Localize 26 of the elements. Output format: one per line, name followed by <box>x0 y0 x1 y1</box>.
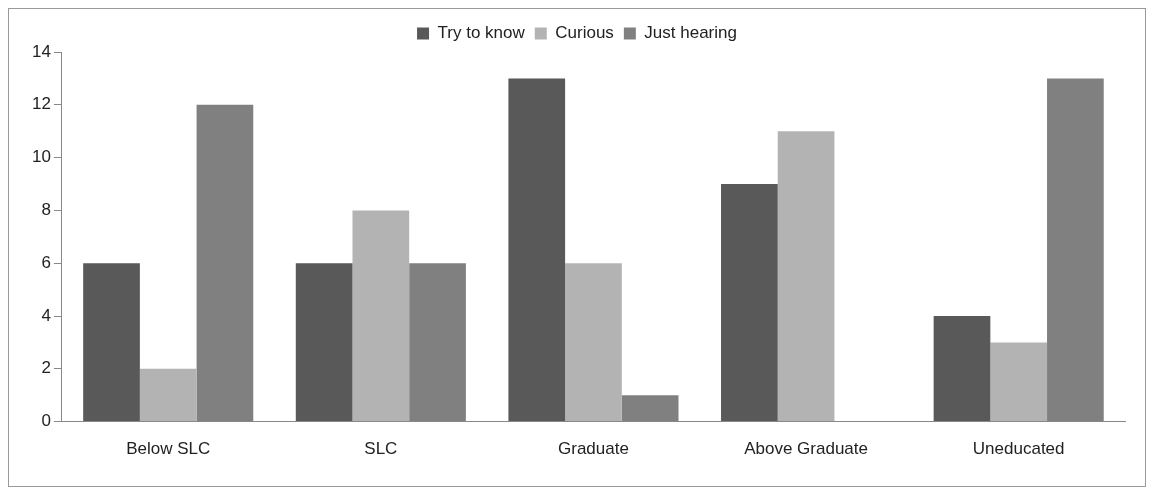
y-tick-label: 8 <box>41 200 51 220</box>
x-tick-label: Uneducated <box>972 439 1065 459</box>
legend-label: Just hearing <box>644 23 737 43</box>
bar <box>352 210 410 422</box>
bar <box>508 78 566 422</box>
legend-label: Curious <box>555 23 614 43</box>
bar <box>933 316 991 422</box>
bar <box>721 184 778 422</box>
y-tick-label: 10 <box>31 147 51 167</box>
bar <box>83 263 140 422</box>
bar <box>295 263 353 422</box>
legend-label: Try to know <box>437 23 526 43</box>
y-tick-label: 14 <box>31 41 51 61</box>
x-tick-label: Graduate <box>558 439 629 459</box>
bar <box>565 263 622 422</box>
bar <box>990 342 1048 422</box>
y-tick-label: 4 <box>41 305 51 325</box>
y-tick-label: 12 <box>31 94 51 114</box>
y-tick-label: 2 <box>41 358 51 378</box>
y-tick-label: 0 <box>41 411 51 431</box>
x-tick-label: SLC <box>364 439 398 459</box>
bar <box>777 131 835 422</box>
bar <box>139 368 197 422</box>
x-tick-label: Above Graduate <box>744 439 868 459</box>
x-tick-label: Below SLC <box>126 439 211 459</box>
y-tick-label: 6 <box>41 252 51 272</box>
